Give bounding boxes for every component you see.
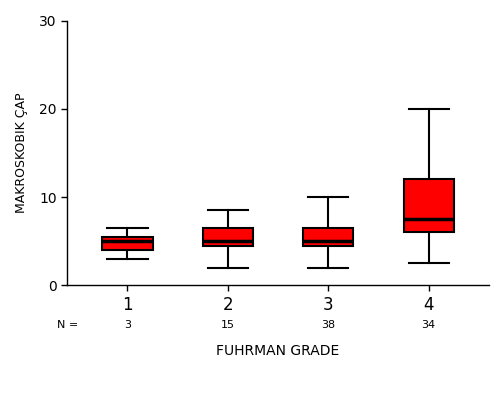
FancyBboxPatch shape (404, 180, 454, 232)
Text: 34: 34 (422, 320, 436, 330)
Text: N =: N = (56, 320, 78, 330)
Y-axis label: MAKROSKOBIK ÇAP: MAKROSKOBIK ÇAP (15, 93, 28, 213)
Text: 15: 15 (221, 320, 235, 330)
FancyBboxPatch shape (303, 228, 353, 246)
Text: 38: 38 (321, 320, 335, 330)
Text: 3: 3 (124, 320, 131, 330)
FancyBboxPatch shape (203, 228, 253, 246)
FancyBboxPatch shape (102, 237, 153, 250)
X-axis label: FUHRMAN GRADE: FUHRMAN GRADE (216, 344, 340, 358)
